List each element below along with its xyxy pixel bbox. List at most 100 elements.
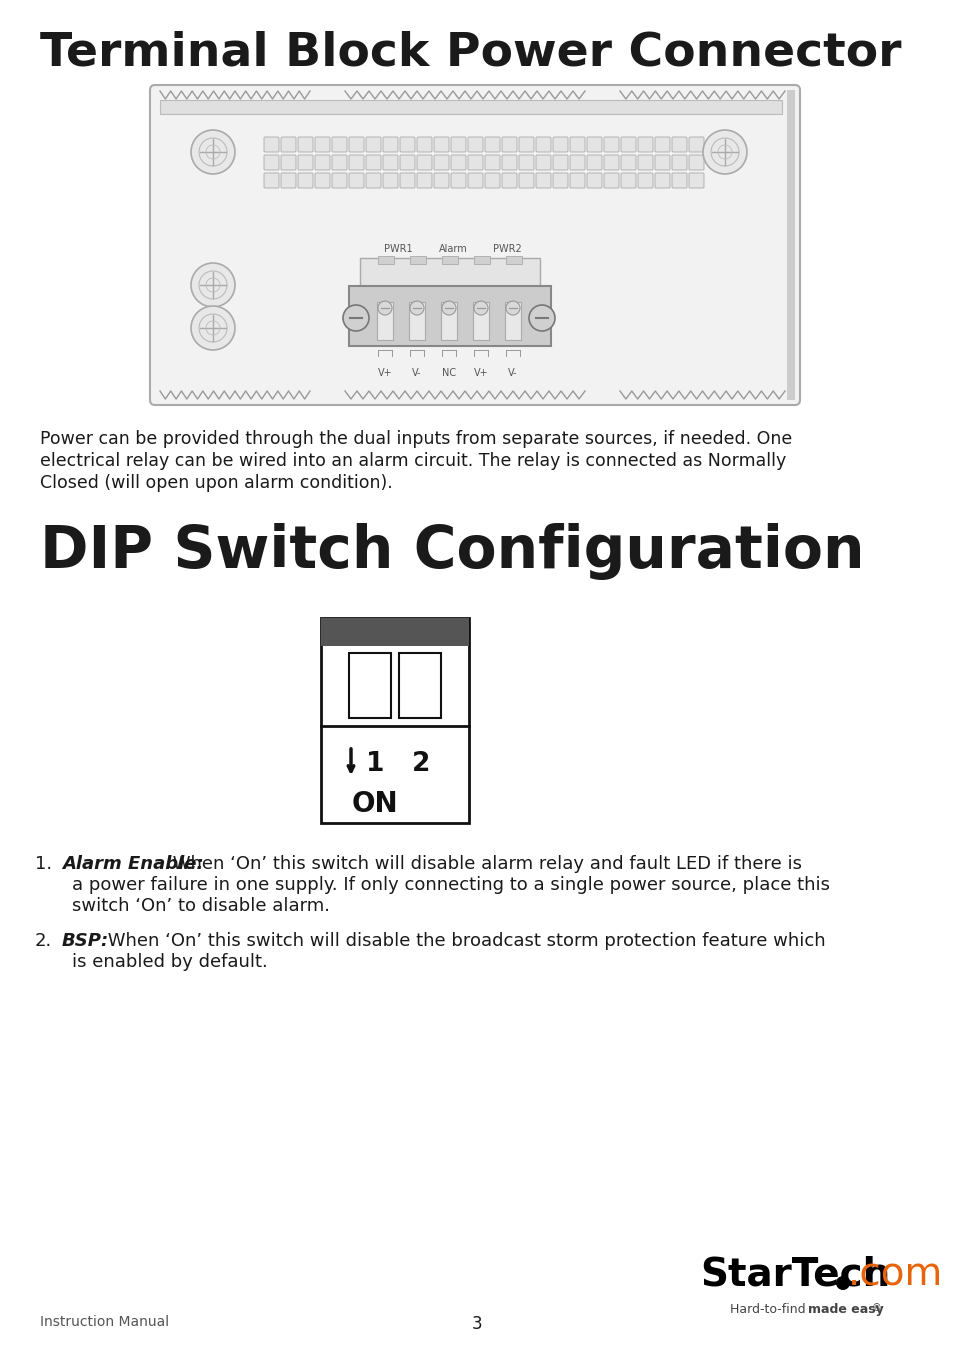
FancyBboxPatch shape — [688, 137, 703, 152]
Text: PWR1: PWR1 — [383, 243, 412, 254]
FancyBboxPatch shape — [451, 174, 465, 188]
Text: .com: .com — [847, 1255, 943, 1293]
Bar — [349, 286, 551, 346]
FancyBboxPatch shape — [536, 174, 551, 188]
Circle shape — [191, 130, 234, 174]
Text: BSP:: BSP: — [62, 932, 110, 950]
Bar — [377, 256, 394, 264]
FancyBboxPatch shape — [688, 155, 703, 169]
Bar — [398, 654, 440, 718]
FancyBboxPatch shape — [603, 137, 618, 152]
FancyBboxPatch shape — [655, 137, 669, 152]
Circle shape — [191, 264, 234, 307]
Text: 2.: 2. — [35, 932, 52, 950]
Text: When ‘On’ this switch will disable alarm relay and fault LED if there is: When ‘On’ this switch will disable alarm… — [167, 855, 801, 873]
FancyBboxPatch shape — [264, 155, 278, 169]
Bar — [349, 654, 391, 718]
FancyBboxPatch shape — [281, 137, 295, 152]
FancyBboxPatch shape — [332, 155, 347, 169]
FancyBboxPatch shape — [297, 155, 313, 169]
Bar — [320, 617, 469, 823]
Text: Closed (will open upon alarm condition).: Closed (will open upon alarm condition). — [40, 473, 393, 492]
FancyBboxPatch shape — [569, 174, 584, 188]
Bar — [359, 258, 539, 286]
FancyBboxPatch shape — [569, 155, 584, 169]
FancyBboxPatch shape — [553, 137, 567, 152]
Text: NC: NC — [441, 369, 456, 378]
FancyBboxPatch shape — [638, 155, 652, 169]
FancyBboxPatch shape — [150, 85, 800, 405]
Text: Alarm: Alarm — [438, 243, 467, 254]
FancyBboxPatch shape — [366, 174, 380, 188]
Circle shape — [702, 130, 746, 174]
FancyBboxPatch shape — [297, 174, 313, 188]
Circle shape — [343, 305, 369, 331]
FancyBboxPatch shape — [536, 137, 551, 152]
FancyBboxPatch shape — [264, 137, 278, 152]
FancyBboxPatch shape — [518, 137, 534, 152]
FancyBboxPatch shape — [297, 137, 313, 152]
FancyBboxPatch shape — [484, 137, 499, 152]
Text: V+: V+ — [377, 369, 392, 378]
Circle shape — [505, 301, 519, 315]
FancyBboxPatch shape — [399, 155, 415, 169]
FancyBboxPatch shape — [484, 174, 499, 188]
FancyBboxPatch shape — [434, 137, 449, 152]
FancyBboxPatch shape — [688, 174, 703, 188]
Text: 1.: 1. — [35, 855, 52, 873]
FancyBboxPatch shape — [586, 155, 601, 169]
FancyBboxPatch shape — [586, 137, 601, 152]
FancyBboxPatch shape — [434, 155, 449, 169]
FancyBboxPatch shape — [501, 155, 517, 169]
FancyBboxPatch shape — [603, 155, 618, 169]
FancyBboxPatch shape — [314, 174, 330, 188]
FancyBboxPatch shape — [468, 137, 482, 152]
Text: DIP Switch Configuration: DIP Switch Configuration — [40, 523, 863, 580]
Bar — [786, 90, 794, 399]
Text: PWR2: PWR2 — [492, 243, 521, 254]
FancyBboxPatch shape — [332, 137, 347, 152]
FancyBboxPatch shape — [671, 137, 686, 152]
FancyBboxPatch shape — [671, 155, 686, 169]
Text: Hard-to-find: Hard-to-find — [729, 1303, 809, 1315]
FancyBboxPatch shape — [569, 137, 584, 152]
FancyBboxPatch shape — [586, 174, 601, 188]
FancyBboxPatch shape — [382, 137, 397, 152]
Bar — [410, 256, 426, 264]
Bar — [409, 303, 424, 340]
Text: Power can be provided through the dual inputs from separate sources, if needed. : Power can be provided through the dual i… — [40, 430, 791, 448]
FancyBboxPatch shape — [638, 174, 652, 188]
FancyBboxPatch shape — [416, 155, 432, 169]
Text: 2: 2 — [412, 751, 430, 777]
Bar — [474, 256, 490, 264]
FancyBboxPatch shape — [655, 155, 669, 169]
Circle shape — [474, 301, 488, 315]
FancyBboxPatch shape — [671, 174, 686, 188]
FancyBboxPatch shape — [501, 137, 517, 152]
Text: StarTech: StarTech — [700, 1255, 889, 1293]
FancyBboxPatch shape — [366, 155, 380, 169]
Bar — [440, 303, 456, 340]
Text: V-: V- — [412, 369, 421, 378]
Text: electrical relay can be wired into an alarm circuit. The relay is connected as N: electrical relay can be wired into an al… — [40, 452, 785, 469]
Text: ®: ® — [871, 1303, 881, 1313]
Text: made easy: made easy — [807, 1303, 882, 1315]
Text: Instruction Manual: Instruction Manual — [40, 1315, 169, 1329]
FancyBboxPatch shape — [332, 174, 347, 188]
FancyBboxPatch shape — [468, 174, 482, 188]
Circle shape — [410, 301, 423, 315]
Text: 3: 3 — [471, 1315, 482, 1333]
Text: V-: V- — [508, 369, 517, 378]
Bar — [441, 256, 457, 264]
Bar — [376, 303, 393, 340]
FancyBboxPatch shape — [620, 137, 636, 152]
Text: a power failure in one supply. If only connecting to a single power source, plac: a power failure in one supply. If only c… — [71, 876, 829, 894]
Text: switch ‘On’ to disable alarm.: switch ‘On’ to disable alarm. — [71, 897, 330, 915]
FancyBboxPatch shape — [468, 155, 482, 169]
FancyBboxPatch shape — [603, 174, 618, 188]
Circle shape — [191, 307, 234, 350]
FancyBboxPatch shape — [264, 174, 278, 188]
Text: V+: V+ — [474, 369, 488, 378]
Text: is enabled by default.: is enabled by default. — [71, 954, 268, 971]
FancyBboxPatch shape — [281, 155, 295, 169]
